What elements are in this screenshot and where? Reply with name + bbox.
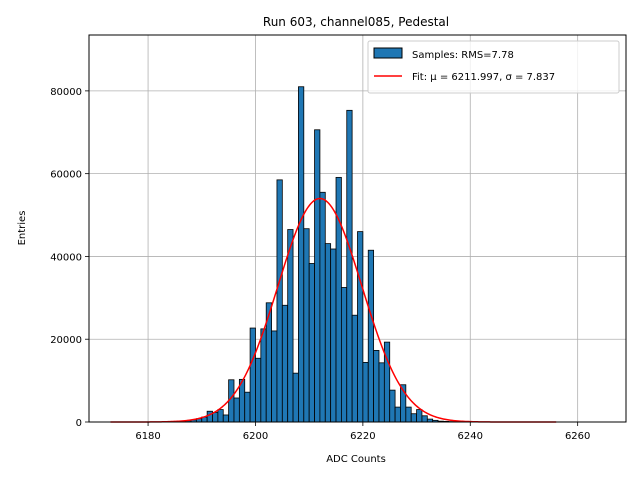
histogram-bar	[244, 391, 251, 423]
legend-fit-label: Fit: μ = 6211.997, σ = 7.837	[412, 72, 555, 83]
histogram-bar	[276, 179, 283, 423]
legend-hist-swatch	[373, 47, 403, 59]
histogram-bar	[421, 415, 428, 423]
histogram-bar	[222, 414, 230, 423]
histogram-bar	[206, 410, 213, 423]
histogram-bar	[287, 229, 294, 423]
histogram-bar	[362, 361, 369, 423]
histogram-bar	[351, 314, 358, 423]
chart-title: Run 603, channel085, Pedestal	[263, 15, 449, 29]
histogram-bar	[416, 409, 423, 423]
histogram-bar	[308, 263, 315, 423]
x-tick-label: 6220	[350, 431, 375, 442]
histogram-bar	[249, 327, 256, 423]
histogram-bar	[346, 109, 353, 423]
x-tick-label: 6180	[135, 431, 160, 442]
x-tick-label: 6200	[243, 431, 268, 442]
histogram-bar	[340, 287, 348, 423]
histogram-bar	[260, 328, 267, 423]
histogram-bar	[292, 372, 299, 423]
histogram-bar	[394, 406, 401, 423]
x-tick-label: 6260	[565, 431, 590, 442]
histogram-bar	[405, 406, 412, 423]
histogram-bar	[373, 349, 380, 423]
x-axis-label: ADC Counts	[326, 454, 386, 465]
y-tick-label: 40000	[50, 252, 82, 263]
histogram-bar	[212, 412, 219, 423]
y-tick-label: 80000	[50, 87, 82, 98]
plot-area-frame	[88, 34, 627, 423]
histogram-bar	[367, 249, 375, 423]
histogram-bar	[378, 362, 385, 423]
histogram-bar	[335, 176, 342, 423]
legend-hist-label: Samples: RMS=7.78	[412, 50, 514, 61]
histogram-bar	[303, 228, 310, 423]
legend: Samples: RMS=7.78 Fit: μ = 6211.997, σ =…	[367, 40, 620, 94]
axis-ticks: 6180 6200 6220 6240 6260 0 20000 40000 60000 8000…	[50, 87, 590, 442]
y-tick-label: 0	[76, 418, 82, 429]
histogram-bar	[324, 243, 332, 423]
histogram-bar	[271, 330, 278, 423]
histogram-bar	[255, 357, 262, 423]
histogram-bar	[357, 231, 364, 423]
histogram-bar	[330, 248, 337, 423]
x-tick-label: 6240	[458, 431, 483, 442]
y-tick-label: 20000	[50, 335, 82, 346]
histogram-bar	[281, 304, 289, 423]
histogram-bar	[389, 389, 396, 423]
histogram-bar	[314, 129, 321, 423]
histogram-bar	[217, 409, 224, 423]
histogram-bar	[298, 86, 305, 423]
histogram-bar	[410, 413, 417, 423]
histogram-bar	[233, 397, 240, 423]
y-tick-label: 60000	[50, 170, 82, 181]
histogram-bar	[319, 191, 326, 423]
y-axis-label: Entries	[17, 211, 28, 246]
legend-box	[367, 40, 620, 94]
